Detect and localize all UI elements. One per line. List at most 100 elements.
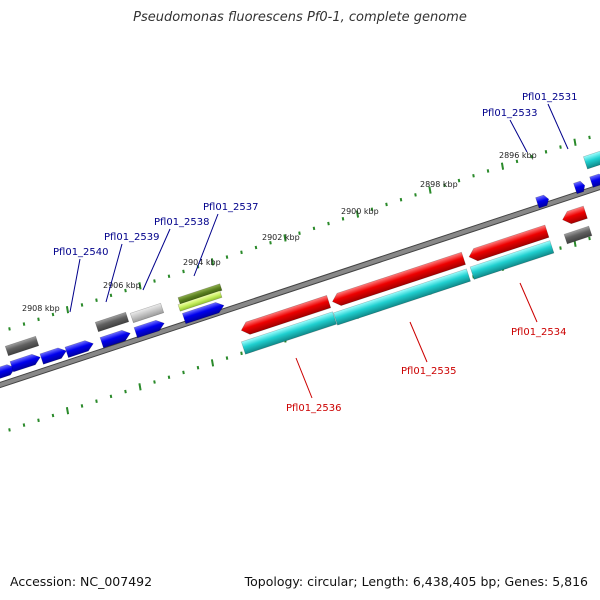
gene-feature-gray[interactable]: [94, 311, 130, 333]
tick-mark-inner: [240, 351, 243, 356]
tick-mark-inner: [210, 359, 215, 367]
gene-label[interactable]: Pfl01_2536: [286, 403, 342, 414]
tick-label: 2902 kbp: [262, 233, 300, 242]
tick-mark-outer: [588, 135, 591, 140]
tick-mark-outer: [370, 207, 374, 212]
gene-label[interactable]: Pfl01_2531: [522, 92, 578, 103]
tick-mark-outer: [544, 150, 548, 154]
genome-title: Pseudomonas fluorescens Pf0-1, complete …: [133, 10, 467, 25]
gene-feature-lime[interactable]: [177, 290, 223, 312]
tick-mark-inner: [37, 418, 40, 423]
tick-mark-inner: [138, 383, 142, 391]
tick-mark-inner: [559, 246, 562, 250]
tick-mark-outer: [138, 282, 142, 290]
tick-mark-outer: [124, 288, 127, 293]
gene-forward[interactable]: [573, 180, 587, 195]
gene-label-leader: [409, 321, 428, 363]
gene-track-cyan[interactable]: [583, 150, 600, 170]
tick-mark-outer: [399, 197, 403, 202]
gene-feature-olive[interactable]: [177, 283, 223, 305]
gene-track-cyan[interactable]: [333, 268, 471, 326]
gene-label[interactable]: Pfl01_2537: [203, 202, 259, 213]
tick-label: 2908 kbp: [22, 304, 60, 313]
gene-reverse[interactable]: [561, 205, 588, 226]
gene-label[interactable]: Pfl01_2535: [401, 366, 457, 377]
tick-mark-outer: [298, 231, 301, 235]
gene-forward[interactable]: [9, 352, 42, 373]
tick-mark-outer: [51, 312, 55, 317]
gene-reverse[interactable]: [467, 224, 550, 263]
tick-mark-outer: [530, 154, 533, 159]
tick-mark-inner: [80, 404, 84, 408]
tick-label: 2904 kbp: [183, 258, 221, 267]
gene-label-leader: [509, 119, 528, 153]
accession-text: Accession: NC_007492: [10, 574, 153, 589]
tick-mark-inner: [225, 356, 229, 360]
gene-reverse[interactable]: [239, 295, 332, 336]
tick-mark-inner: [22, 423, 26, 427]
gene-feature-lightgray[interactable]: [129, 302, 165, 324]
gene-forward[interactable]: [64, 338, 95, 358]
tick-mark-outer: [210, 258, 215, 266]
tick-mark-inner: [153, 380, 156, 384]
tick-mark-outer: [8, 327, 11, 331]
tick-mark-outer: [312, 226, 316, 231]
tick-mark-outer: [65, 306, 70, 314]
gene-forward[interactable]: [589, 173, 600, 188]
gene-label-leader: [105, 243, 123, 303]
tick-mark-inner: [167, 375, 171, 380]
gene-label[interactable]: Pfl01_2539: [104, 232, 160, 243]
tick-mark-outer: [341, 217, 345, 221]
gene-label-leader: [193, 213, 219, 277]
tick-mark-outer: [486, 169, 490, 173]
tick-mark-outer: [515, 159, 519, 164]
tick-mark-outer: [167, 274, 171, 279]
gene-track-cyan[interactable]: [469, 240, 555, 280]
gene-label[interactable]: Pfl01_2540: [53, 247, 109, 258]
gene-reverse[interactable]: [330, 251, 466, 308]
tick-mark-outer: [414, 193, 417, 197]
tick-mark-inner: [588, 236, 591, 241]
tick-mark-inner: [196, 365, 200, 370]
gene-label-leader: [519, 282, 538, 323]
gene-feature-gray[interactable]: [563, 225, 593, 245]
gene-forward[interactable]: [133, 318, 166, 339]
gene-label-leader: [547, 103, 569, 150]
tick-mark-inner: [65, 407, 70, 415]
tick-mark-outer: [95, 298, 98, 302]
tick-mark-outer: [443, 183, 446, 188]
tick-mark-inner: [8, 428, 11, 432]
gene-label[interactable]: Pfl01_2534: [511, 327, 567, 338]
tick-mark-outer: [225, 255, 229, 259]
tick-mark-inner: [95, 399, 98, 403]
gene-track-cyan[interactable]: [241, 311, 337, 355]
gene-forward[interactable]: [535, 194, 551, 209]
gene-forward[interactable]: [39, 346, 68, 365]
tick-label: 2906 kbp: [103, 281, 141, 290]
tick-mark-outer: [559, 145, 562, 149]
tick-mark-outer: [37, 317, 40, 322]
tick-mark-outer: [573, 138, 577, 146]
tick-mark-outer: [500, 162, 505, 170]
tick-label: 2898 kbp: [420, 180, 458, 189]
gene-label-leader: [142, 228, 171, 291]
gene-forward[interactable]: [0, 362, 17, 382]
genome-backbone: [0, 184, 600, 388]
tick-mark-outer: [327, 221, 330, 226]
gene-label[interactable]: Pfl01_2533: [482, 108, 538, 119]
gene-forward[interactable]: [99, 328, 132, 349]
tick-mark-outer: [254, 245, 258, 250]
gene-label[interactable]: Pfl01_2538: [154, 217, 210, 228]
tick-mark-outer: [80, 303, 84, 307]
gene-label-leader: [69, 258, 81, 313]
gene-feature-gray[interactable]: [4, 335, 40, 357]
tick-mark-outer: [22, 322, 26, 326]
tick-mark-outer: [472, 173, 475, 178]
tick-mark-outer: [153, 279, 156, 283]
gene-forward[interactable]: [181, 300, 225, 325]
tick-mark-outer: [109, 293, 113, 298]
tick-mark-outer: [240, 250, 243, 255]
tick-mark-outer: [283, 234, 287, 242]
tick-mark-outer: [428, 186, 432, 194]
